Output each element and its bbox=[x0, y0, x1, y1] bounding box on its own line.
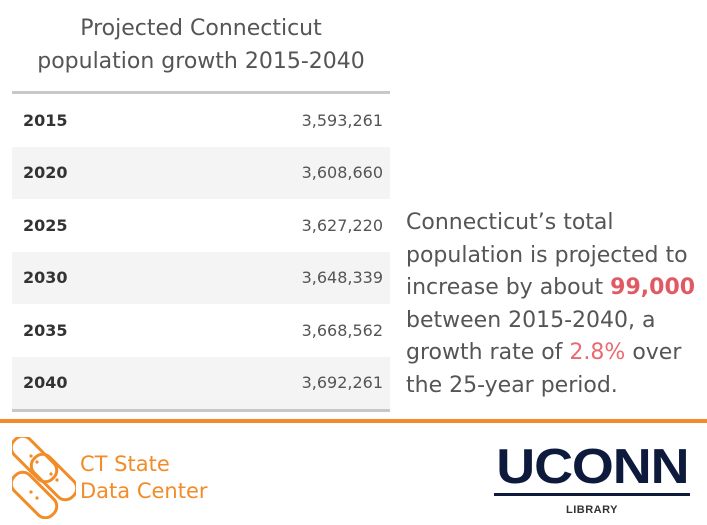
narrative-line-2: population is projected to bbox=[406, 242, 688, 268]
narrative-text: Connecticut’s total population is projec… bbox=[406, 207, 706, 402]
uconn-library-label: LIBRARY bbox=[566, 504, 618, 516]
table-row: 2040 3,692,261 bbox=[12, 356, 390, 409]
population-table: 2015 3,593,261 2020 3,608,660 2025 3,627… bbox=[12, 91, 390, 412]
table-row: 2015 3,593,261 bbox=[12, 94, 390, 147]
table-row: 2035 3,668,562 bbox=[12, 304, 390, 357]
uconn-library-logo: UCONN LIBRARY bbox=[492, 440, 692, 520]
ctsdc-line-1: CT State bbox=[80, 452, 170, 476]
narrative-line-1: Connecticut’s total bbox=[406, 210, 614, 235]
year-cell: 2030 bbox=[23, 268, 68, 288]
population-cell: 3,668,562 bbox=[301, 320, 383, 340]
population-cell: 3,608,660 bbox=[301, 163, 383, 183]
year-cell: 2015 bbox=[23, 110, 68, 130]
chart-title-line-1: Projected Connecticut bbox=[80, 16, 322, 41]
population-cell: 3,648,339 bbox=[301, 268, 383, 288]
year-cell: 2025 bbox=[23, 215, 68, 235]
ct-state-data-center-logo: CT State Data Center bbox=[12, 437, 242, 519]
table-row: 2020 3,608,660 bbox=[12, 146, 390, 199]
narrative-line-5: growth rate of 2.8% over bbox=[406, 337, 706, 370]
narrative-text-segment: growth rate of bbox=[406, 340, 570, 365]
chart-title: Projected Connecticut population growth … bbox=[12, 12, 390, 78]
growth-rate-highlight: 2.8% bbox=[569, 340, 626, 365]
uconn-wordmark: UCONN bbox=[495, 440, 689, 494]
narrative-text-segment: over bbox=[625, 340, 682, 365]
chart-title-line-2: population growth 2015-2040 bbox=[37, 49, 365, 74]
population-cell: 3,692,261 bbox=[301, 373, 383, 393]
narrative-line-6: the 25-year period. bbox=[406, 372, 618, 398]
year-cell: 2035 bbox=[23, 320, 68, 340]
narrative-text-segment: increase by about bbox=[406, 275, 611, 300]
year-cell: 2020 bbox=[23, 163, 68, 183]
footer-divider bbox=[0, 419, 707, 423]
population-cell: 3,593,261 bbox=[301, 110, 383, 130]
population-cell: 3,627,220 bbox=[301, 215, 383, 235]
year-cell: 2040 bbox=[23, 373, 68, 393]
narrative-line-4: between 2015-2040, a bbox=[406, 307, 656, 333]
table-row: 2030 3,648,339 bbox=[12, 251, 390, 304]
ctsdc-bandage-icon bbox=[12, 437, 76, 519]
table-row: 2025 3,627,220 bbox=[12, 199, 390, 252]
ctsdc-line-2: Data Center bbox=[80, 479, 208, 503]
ctsdc-wordmark: CT State Data Center bbox=[80, 451, 208, 505]
growth-amount-highlight: 99,000 bbox=[610, 275, 696, 300]
uconn-logo-rule bbox=[494, 493, 690, 496]
narrative-line-3: increase by about 99,000 bbox=[406, 272, 706, 305]
